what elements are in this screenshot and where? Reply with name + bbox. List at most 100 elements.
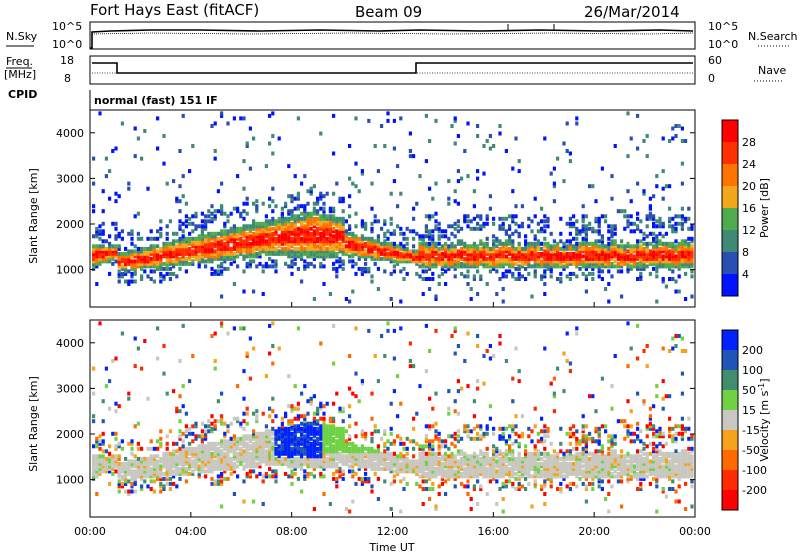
power-cell [629, 136, 633, 141]
power-cell [245, 244, 249, 249]
power-cell [108, 254, 112, 259]
velocity-cell [213, 459, 217, 464]
power-cell [130, 241, 134, 246]
velocity-cell [472, 487, 476, 491]
power-cell [306, 219, 310, 224]
power-cell [584, 277, 588, 281]
power-cell [594, 256, 598, 261]
power-cell [524, 239, 528, 244]
power-cell [600, 256, 604, 261]
power-cell [210, 244, 214, 249]
velocity-cell [98, 446, 102, 451]
power-cell [162, 254, 166, 259]
power-cell [591, 277, 595, 281]
velocity-cell [389, 451, 393, 456]
power-cell [546, 246, 550, 251]
power-cell [120, 266, 124, 271]
velocity-cell [274, 439, 278, 444]
velocity-cell [162, 461, 166, 466]
velocity-cell [184, 461, 188, 466]
power-cell [98, 256, 102, 261]
power-cell [511, 259, 515, 264]
velocity-cell [165, 454, 169, 459]
power-cell [335, 241, 339, 246]
velocity-cell [133, 469, 137, 474]
velocity-cell [312, 426, 316, 431]
power-cell [360, 244, 364, 249]
velocity-cell [108, 459, 112, 464]
power-cell [143, 259, 147, 264]
power-cell [428, 266, 432, 271]
power-cell [264, 219, 268, 224]
power-cell [437, 246, 441, 251]
power-cell [456, 179, 460, 184]
power-cell [645, 154, 649, 159]
velocity-cell [136, 474, 140, 479]
velocity-cell [511, 441, 515, 446]
velocity-cell [428, 439, 432, 444]
power-cell [636, 256, 640, 261]
power-cell [632, 254, 636, 259]
velocity-cell [156, 476, 160, 481]
velocity-cell [159, 471, 163, 476]
velocity-cell [434, 436, 438, 441]
power-cell [396, 224, 400, 229]
power-cell [588, 251, 592, 256]
power-cell [216, 241, 220, 246]
velocity-cell [220, 449, 224, 454]
velocity-cell [338, 426, 342, 431]
power-cell [482, 249, 486, 254]
velocity-cell [232, 461, 236, 466]
power-cell [492, 264, 496, 269]
power-cell [533, 254, 537, 259]
power-cell [376, 251, 380, 256]
power-cell [277, 136, 281, 141]
velocity-cell [428, 349, 432, 353]
power-cell [322, 214, 326, 219]
velocity-cell [261, 459, 265, 464]
velocity-cell [392, 356, 396, 361]
velocity-cell [127, 464, 131, 469]
power-cell [572, 236, 576, 241]
power-cell [476, 226, 480, 231]
power-cell [322, 194, 326, 199]
power-cell [591, 259, 595, 264]
velocity-cell [341, 456, 345, 461]
power-cell [261, 201, 265, 206]
velocity-cell [216, 419, 220, 424]
power-cell [271, 134, 275, 138]
velocity-cell [488, 356, 492, 361]
velocity-cell [152, 456, 156, 461]
velocity-cell [328, 456, 332, 461]
velocity-cell [255, 414, 259, 419]
power-cell [191, 144, 195, 148]
velocity-cell [511, 449, 515, 454]
velocity-cell [364, 446, 368, 451]
power-cell [568, 277, 572, 281]
power-cell [197, 249, 201, 254]
velocity-cell [168, 456, 172, 461]
power-cell [127, 269, 131, 274]
power-cell [664, 251, 668, 256]
velocity-cell [517, 369, 521, 374]
power-cell [652, 239, 656, 244]
velocity-cell [140, 484, 144, 489]
power-cell [543, 219, 547, 224]
power-cell [300, 251, 304, 256]
power-cell [229, 239, 233, 244]
power-cell [328, 221, 332, 226]
power-cell [664, 241, 668, 246]
power-cell [226, 249, 230, 254]
power-cell [479, 249, 483, 254]
velocity-cell [405, 446, 409, 451]
power-cell [690, 226, 694, 231]
velocity-cell [392, 456, 396, 461]
power-cell [680, 264, 684, 269]
velocity-cell [149, 439, 153, 444]
velocity-cell [434, 471, 438, 476]
power-cell [677, 261, 681, 266]
velocity-cell [306, 441, 310, 446]
power-cell [424, 254, 428, 259]
velocity-cell [322, 459, 326, 464]
power-cell [354, 184, 358, 189]
